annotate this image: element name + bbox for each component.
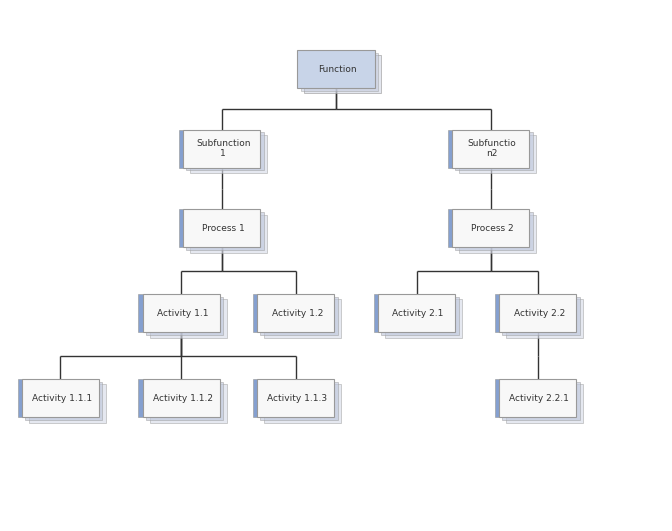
Bar [146, 382, 223, 420]
Bar [253, 379, 263, 417]
Text: Activity 1.1.2: Activity 1.1.2 [153, 394, 213, 402]
Bar [179, 130, 190, 168]
Bar [455, 212, 532, 250]
Bar [378, 294, 455, 332]
Bar [190, 215, 267, 253]
Text: Activity 1.1: Activity 1.1 [157, 309, 209, 318]
Text: Activity 1.1.3: Activity 1.1.3 [267, 394, 327, 402]
Bar [253, 294, 263, 332]
Bar [25, 382, 102, 420]
Bar [495, 294, 505, 332]
Bar [179, 209, 190, 247]
Bar [263, 384, 341, 423]
Bar [374, 294, 384, 332]
Bar [455, 132, 532, 170]
Bar [257, 379, 335, 417]
Bar [503, 382, 579, 420]
Bar [382, 297, 458, 335]
Bar [138, 379, 149, 417]
Bar [190, 135, 267, 173]
Bar [261, 382, 338, 420]
Text: Activity 1.2: Activity 1.2 [271, 309, 323, 318]
Bar [146, 297, 223, 335]
Bar [22, 379, 99, 417]
Bar [187, 212, 263, 250]
Bar [149, 299, 227, 338]
Bar [452, 130, 530, 168]
Bar [448, 209, 458, 247]
Bar [261, 297, 338, 335]
Bar [452, 209, 530, 247]
Bar [257, 294, 335, 332]
Bar [506, 384, 583, 423]
Text: Function: Function [319, 65, 357, 73]
Bar [263, 299, 341, 338]
Bar [458, 135, 536, 173]
Bar [28, 384, 106, 423]
Bar [183, 130, 260, 168]
Bar [301, 53, 378, 91]
Text: Activity 2.2.1: Activity 2.2.1 [509, 394, 569, 402]
Bar [458, 215, 536, 253]
Bar [183, 209, 260, 247]
Bar [149, 384, 227, 423]
Bar [138, 294, 149, 332]
Bar [448, 130, 458, 168]
Text: Activity 1.1.1: Activity 1.1.1 [32, 394, 92, 402]
Text: Process 2: Process 2 [471, 224, 513, 233]
Bar [384, 299, 462, 338]
Text: Activity 2.2: Activity 2.2 [513, 309, 564, 318]
Bar [142, 379, 220, 417]
Bar [17, 379, 28, 417]
Bar [506, 299, 583, 338]
Bar [187, 132, 263, 170]
Bar [297, 50, 375, 88]
Bar [142, 294, 220, 332]
Bar [304, 55, 382, 93]
Text: Subfunction
1: Subfunction 1 [196, 139, 251, 158]
Bar [499, 379, 576, 417]
Text: Process 1: Process 1 [202, 224, 245, 233]
Bar [499, 294, 576, 332]
Text: Subfunctio
n2: Subfunctio n2 [468, 139, 517, 158]
Text: Activity 2.1: Activity 2.1 [392, 309, 444, 318]
Bar [495, 379, 505, 417]
Bar [503, 297, 579, 335]
